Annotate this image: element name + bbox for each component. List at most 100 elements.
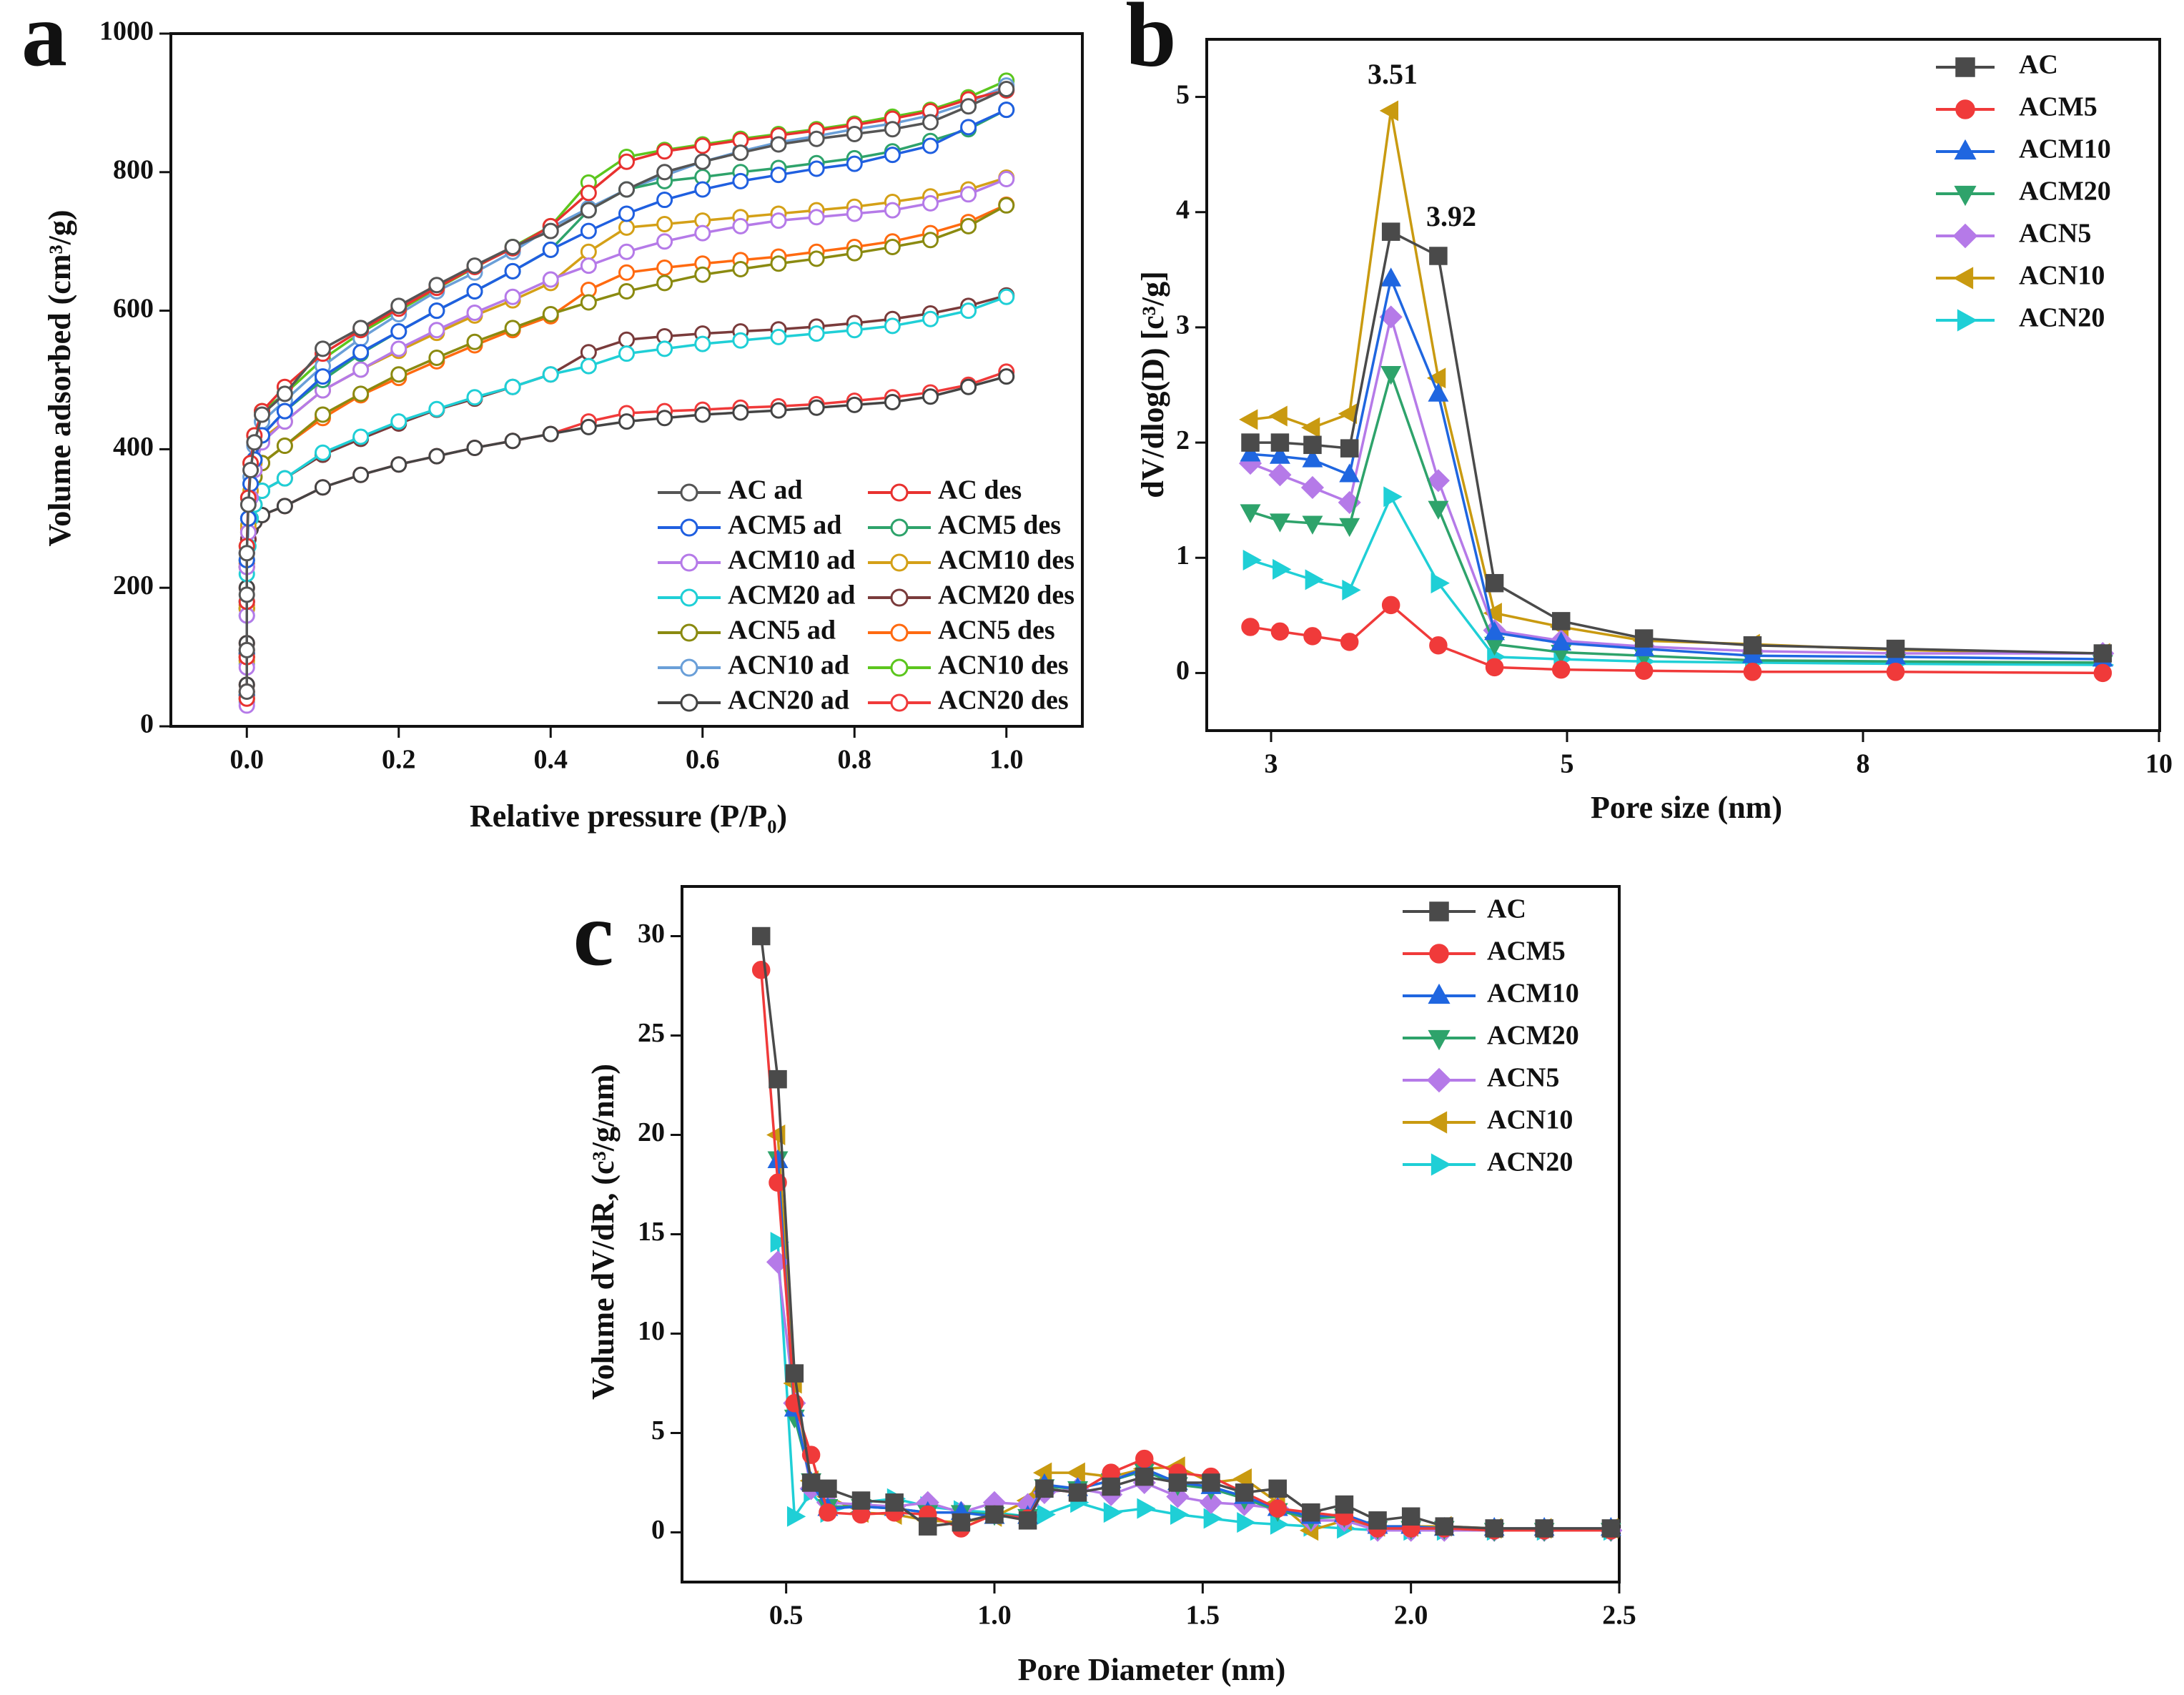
series-ac-ad	[238, 81, 1015, 701]
data-point	[1401, 1507, 1420, 1526]
data-point	[846, 205, 863, 222]
data-point	[808, 130, 825, 147]
legend-item: ACN10	[1936, 261, 2105, 291]
data-point	[1428, 500, 1449, 520]
data-point	[390, 297, 407, 315]
x-tick-label: 1.0	[989, 745, 1024, 775]
y-tick-label: 25	[638, 1018, 665, 1048]
plot-frame	[1205, 38, 2161, 732]
x-tick-label: 0.5	[769, 1601, 804, 1631]
series-acm10	[767, 1149, 1621, 1536]
data-point	[694, 181, 711, 198]
data-point	[884, 317, 901, 335]
legend-marker	[680, 623, 698, 642]
data-point	[542, 271, 559, 288]
data-point	[1242, 550, 1262, 570]
legend-label: ACM20	[2019, 177, 2111, 207]
data-point	[656, 164, 673, 181]
data-point	[466, 257, 483, 275]
data-point	[770, 136, 787, 153]
data-point	[618, 205, 635, 222]
data-point	[694, 153, 711, 170]
legend-label: ACN20	[2019, 303, 2105, 333]
data-point	[960, 217, 977, 234]
data-point	[732, 144, 749, 162]
y-tick-label: 0	[1176, 656, 1190, 686]
data-point	[1270, 433, 1290, 452]
data-point	[352, 466, 370, 483]
data-point	[580, 257, 597, 275]
data-point	[1232, 1468, 1252, 1489]
data-point	[922, 388, 939, 405]
data-point	[656, 192, 673, 209]
data-point	[618, 345, 635, 362]
data-point	[808, 250, 825, 267]
legend-label: ACN5 des	[938, 616, 1055, 646]
legend-marker	[1952, 223, 1978, 249]
data-point	[656, 215, 673, 232]
series-line	[759, 936, 1611, 1530]
legend-marker	[1426, 1067, 1452, 1093]
legend-label: AC des	[938, 475, 1022, 505]
legend-marker	[1431, 1153, 1452, 1176]
data-point	[542, 305, 559, 322]
legend-item: ACM5 des	[868, 510, 1061, 540]
legend-item: ACN20 ad	[658, 686, 849, 716]
legend-item: ACN5 ad	[658, 616, 836, 646]
data-point	[1485, 1519, 1503, 1538]
series-line	[1250, 110, 2103, 655]
legend-marker	[890, 658, 909, 677]
data-point	[770, 1232, 789, 1253]
data-point	[352, 385, 370, 402]
y-tick-label: 20	[638, 1117, 665, 1147]
data-point	[786, 1506, 806, 1527]
data-point	[2093, 644, 2113, 663]
data-point	[1431, 573, 1450, 594]
data-point	[1239, 409, 1258, 430]
legend-label: ACN5	[1487, 1063, 1559, 1093]
data-point	[656, 233, 673, 250]
data-point	[1380, 366, 1402, 385]
data-point	[618, 331, 635, 348]
data-point	[542, 241, 559, 258]
data-point	[390, 456, 407, 473]
data-point	[769, 1173, 787, 1192]
data-point	[922, 232, 939, 249]
data-point	[504, 262, 521, 280]
legend-item: ACN5	[1936, 219, 2091, 249]
series-line	[776, 1160, 1611, 1530]
data-point	[808, 209, 825, 226]
panel-label: c	[573, 883, 614, 984]
data-point	[542, 222, 559, 239]
data-point	[276, 498, 293, 515]
series-line	[1250, 229, 2103, 655]
data-point	[428, 277, 445, 294]
legend-label: ACM5	[2019, 92, 2097, 122]
series-ac	[751, 926, 1621, 1538]
data-point	[1235, 1483, 1254, 1502]
data-point	[242, 461, 260, 478]
data-point	[1037, 1504, 1056, 1525]
data-point	[1339, 518, 1360, 538]
legend-marker	[890, 693, 909, 712]
data-point	[694, 224, 711, 242]
data-point	[1303, 627, 1322, 646]
data-point	[1302, 515, 1323, 535]
data-point	[732, 332, 749, 349]
data-point	[1240, 443, 1261, 462]
data-point	[1381, 596, 1400, 615]
data-point	[1335, 1495, 1354, 1514]
data-point	[580, 418, 597, 435]
data-point	[1241, 618, 1260, 636]
data-point	[770, 167, 787, 184]
data-point	[1203, 1508, 1222, 1529]
data-point	[922, 114, 939, 131]
legend-marker	[1426, 1111, 1448, 1134]
y-tick-label: 600	[113, 293, 154, 323]
legend-item: ACM5 ad	[658, 510, 841, 540]
legend-marker	[680, 518, 698, 537]
data-point	[1551, 631, 1572, 651]
data-point	[998, 368, 1015, 385]
data-point	[922, 310, 939, 327]
